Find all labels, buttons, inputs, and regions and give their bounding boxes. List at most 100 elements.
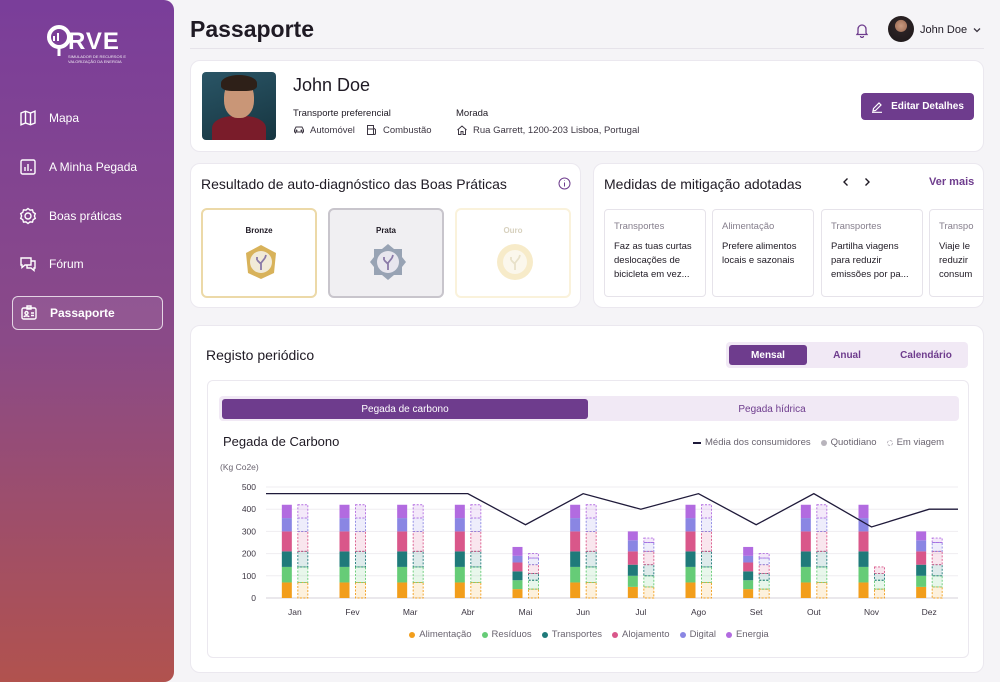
bar-segment-quotidiano <box>916 575 927 587</box>
bar-segment-viagem <box>643 586 655 599</box>
bar-segment-viagem <box>470 517 482 532</box>
mitigation-text: Prefere alimentos locais e sazonais <box>722 241 797 266</box>
mitigation-category: Transportes <box>831 221 882 232</box>
user-name[interactable]: John Doe <box>920 24 968 36</box>
bar-segment-viagem <box>758 553 770 559</box>
sidebar-item-forum[interactable]: Fórum <box>12 247 163 281</box>
mitigation-text: Partilha viagens para reduzir emissões p… <box>831 241 909 280</box>
bar-segment-viagem <box>758 564 770 575</box>
bar-segment-quotidiano <box>916 586 927 598</box>
bar-segment-quotidiano <box>339 566 350 583</box>
bar-segment-viagem <box>528 557 539 566</box>
mitigation-text: Faz as tuas curtas deslocações de bicicl… <box>614 241 692 280</box>
bar-segment-quotidiano <box>512 562 523 572</box>
bar-segment-viagem <box>931 542 943 552</box>
mitigation-category: Alimentação <box>722 221 775 232</box>
bar-segment-viagem <box>701 566 712 583</box>
y-tick-label: 100 <box>242 571 256 581</box>
profile-card: John Doe Transporte preferencial Automóv… <box>190 60 984 152</box>
legend-viagem: Em viagem <box>886 437 944 448</box>
avatar[interactable] <box>888 16 914 42</box>
period-mensal[interactable]: Mensal <box>729 345 807 365</box>
sidebar-item-boas-praticas[interactable]: Boas práticas <box>12 199 163 233</box>
legend-average: Média dos consumidores <box>693 437 811 448</box>
sidebar-item-label: Passaporte <box>50 306 115 320</box>
chevron-down-icon[interactable] <box>972 25 982 35</box>
bar-segment-quotidiano <box>858 566 869 583</box>
bar-segment-viagem <box>816 517 828 532</box>
bar-segment-viagem <box>585 517 597 532</box>
mitigation-item[interactable]: Transportes Partilha viagens para reduzi… <box>821 209 923 297</box>
mitigation-title: Medidas de mitigação adotadas <box>604 176 802 192</box>
bar-segment-viagem <box>758 573 770 581</box>
chevron-left-icon[interactable] <box>839 175 853 189</box>
period-anual[interactable]: Anual <box>833 349 861 361</box>
bar-segment-viagem <box>355 517 366 532</box>
tab-carbon[interactable]: Pegada de carbono <box>222 399 588 419</box>
bar-segment-viagem <box>412 504 424 519</box>
bar-segment-quotidiano <box>339 504 350 519</box>
bar-segment-quotidiano <box>281 531 292 552</box>
sidebar-item-minha-pegada[interactable]: A Minha Pegada <box>12 150 163 184</box>
bar-segment-quotidiano <box>800 566 811 583</box>
bar-segment-quotidiano <box>512 589 523 598</box>
tab-water[interactable]: Pegada hídrica <box>738 403 806 415</box>
bar-segment-quotidiano <box>339 582 350 598</box>
medal-prata[interactable]: Prata <box>328 208 444 298</box>
bar-segment-viagem <box>643 550 655 566</box>
id-card-icon <box>21 305 37 320</box>
profile-name: John Doe <box>293 75 371 95</box>
x-tick-label: Ago <box>691 607 706 617</box>
chevron-right-icon[interactable] <box>860 175 874 189</box>
medal-bronze[interactable]: Bronze <box>201 208 317 298</box>
bar-segment-quotidiano <box>397 531 408 552</box>
legend-item: Alimentação <box>409 629 472 640</box>
sidebar-item-mapa[interactable]: Mapa <box>12 101 163 135</box>
bar-segment-viagem <box>816 504 828 519</box>
bar-segment-quotidiano <box>800 531 811 552</box>
bar-segment-quotidiano <box>627 575 638 587</box>
bar-segment-viagem <box>585 530 597 552</box>
bar-segment-quotidiano <box>627 540 638 552</box>
bar-segment-quotidiano <box>454 518 465 532</box>
sidebar-item-passaporte[interactable]: Passaporte <box>12 296 163 330</box>
bar-segment-viagem <box>470 530 482 552</box>
bar-segment-viagem <box>297 517 309 532</box>
bar-segment-quotidiano <box>512 546 523 556</box>
bar-segment-viagem <box>355 582 366 599</box>
bar-segment-viagem <box>643 537 655 543</box>
info-icon[interactable] <box>558 177 571 190</box>
bar-segment-quotidiano <box>570 566 581 583</box>
mitigation-item[interactable]: Transportes Faz as tuas curtas deslocaçõ… <box>604 209 706 297</box>
medal-label: Ouro <box>503 226 523 235</box>
fuel-icon <box>367 125 376 135</box>
sidebar: RVE SIMULADOR DE RECURSOS E VALORIZAÇÃO … <box>0 0 174 682</box>
bar-segment-quotidiano <box>743 571 754 581</box>
bar-segment-quotidiano <box>454 551 465 567</box>
bell-icon[interactable] <box>854 22 870 38</box>
see-more-link[interactable]: Ver mais <box>929 176 975 188</box>
bar-segment-quotidiano <box>800 518 811 532</box>
bar-segment-quotidiano <box>397 582 408 598</box>
diagnostic-card: Resultado de auto-diagnóstico das Boas P… <box>190 163 581 308</box>
bar-segment-viagem <box>931 564 943 577</box>
bar-segment-quotidiano <box>281 518 292 532</box>
x-tick-label: Nov <box>864 607 880 617</box>
legend-quotidiano: Quotidiano <box>820 437 877 448</box>
bar-segment-quotidiano <box>512 580 523 590</box>
bar-segment-quotidiano <box>800 551 811 567</box>
mitigation-item[interactable]: Alimentação Prefere alimentos locais e s… <box>712 209 814 297</box>
legend-item: Transportes <box>541 629 602 640</box>
bar-segment-viagem <box>931 575 943 588</box>
mitigation-item[interactable]: Transpo Viaje le reduzir consum <box>929 209 983 297</box>
coral-badge-icon <box>246 245 276 279</box>
bar-segment-quotidiano <box>512 555 523 563</box>
logo-subtitle: SIMULADOR DE RECURSOS E VALORIZAÇÃO DA E… <box>68 54 127 64</box>
chat-icon <box>20 257 36 272</box>
medal-ouro[interactable]: Ouro <box>455 208 571 298</box>
medal-label: Prata <box>375 226 396 235</box>
period-selector: Mensal Anual Calendário <box>726 342 968 368</box>
edit-details-button[interactable]: Editar Detalhes <box>861 93 974 120</box>
period-calendario[interactable]: Calendário <box>900 349 952 361</box>
bar-segment-viagem <box>355 530 366 552</box>
